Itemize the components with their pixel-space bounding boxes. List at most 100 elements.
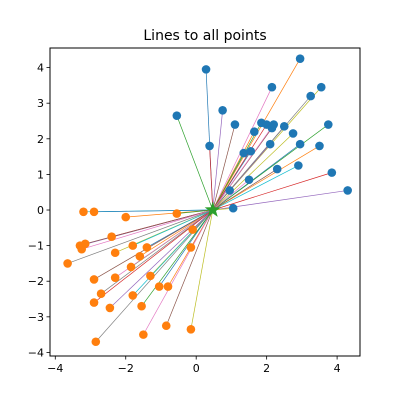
y-tick-label: −3 (28, 311, 44, 324)
data-point-s1-12 (135, 252, 145, 261)
data-point-s1-26 (161, 321, 171, 331)
data-point-s0-7 (306, 91, 315, 101)
data-point-s1-1 (89, 207, 99, 217)
y-tick-label: 2 (37, 133, 44, 146)
connector-line (176, 115, 214, 211)
data-point-s0-20 (295, 139, 305, 149)
connector-line (212, 122, 262, 211)
connector-line (81, 209, 213, 250)
data-point-s0-18 (288, 129, 298, 138)
y-tick-label: 1 (37, 168, 44, 181)
data-point-s1-24 (89, 298, 99, 307)
data-point-s0-5 (230, 120, 240, 129)
data-point-s0-26 (244, 175, 254, 185)
data-point-s0-25 (272, 164, 282, 174)
y-tick-label: −1 (28, 240, 44, 253)
data-point-s1-19 (146, 271, 155, 281)
data-point-s0-3 (205, 141, 214, 151)
connector-line (158, 209, 214, 287)
connector-line (190, 209, 214, 330)
data-point-s0-24 (343, 186, 352, 195)
data-point-s0-28 (228, 203, 238, 213)
data-point-s1-14 (188, 225, 197, 234)
data-point-s1-23 (137, 301, 146, 311)
data-point-s1-0 (79, 207, 88, 217)
data-point-s0-14 (265, 139, 275, 149)
data-point-s0-10 (246, 146, 256, 156)
connector-line (143, 209, 214, 335)
connector-line (67, 209, 213, 264)
data-point-s1-27 (139, 330, 148, 339)
connector-line (212, 124, 267, 211)
data-point-s1-7 (77, 244, 87, 254)
data-point-s1-15 (186, 243, 196, 252)
connector-line (212, 190, 230, 211)
data-point-s1-8 (63, 259, 72, 268)
connector-line (109, 209, 213, 309)
connector-line (212, 110, 223, 211)
data-point-s1-21 (154, 282, 164, 291)
data-point-s1-11 (142, 243, 152, 252)
center-star-marker (204, 201, 221, 217)
connector-line (209, 145, 214, 211)
y-tick-label: 4 (37, 62, 44, 75)
data-point-s0-6 (267, 82, 277, 92)
data-point-s0-19 (294, 161, 303, 170)
data-point-s1-9 (110, 248, 120, 258)
data-point-s1-22 (163, 282, 173, 291)
connector-line (212, 145, 320, 211)
data-point-s1-4 (107, 232, 116, 242)
connector-line (139, 209, 213, 257)
data-point-s0-27 (225, 186, 234, 195)
x-tick-label: 2 (263, 362, 270, 375)
connector-line (212, 124, 329, 211)
data-point-s0-22 (323, 120, 333, 129)
data-point-s0-4 (218, 106, 227, 115)
connector-line (165, 209, 214, 326)
connector-line (85, 209, 213, 245)
data-point-s0-21 (315, 141, 324, 151)
connector-line (141, 209, 214, 307)
y-tick-label: −2 (28, 275, 44, 288)
chart-title: Lines to all points (143, 28, 266, 44)
data-point-s1-17 (110, 273, 120, 282)
connector-line (212, 87, 273, 211)
data-point-s0-16 (269, 120, 278, 129)
data-point-s1-10 (128, 241, 138, 250)
data-point-s1-20 (128, 291, 138, 300)
y-tick-label: 0 (37, 204, 44, 217)
data-point-s1-28 (91, 337, 101, 347)
connector-line (93, 209, 213, 280)
connector-line (212, 133, 294, 211)
connector-line (212, 168, 278, 211)
data-point-s0-8 (316, 82, 326, 92)
data-point-s1-16 (89, 275, 99, 284)
data-point-s0-23 (327, 168, 337, 177)
data-point-s1-2 (121, 212, 131, 222)
data-point-s0-1 (295, 54, 305, 63)
data-point-s1-25 (105, 303, 115, 313)
connector-line (212, 172, 332, 211)
connector-line (212, 165, 299, 211)
x-tick-label: −2 (118, 362, 134, 375)
x-tick-label: −4 (47, 362, 63, 375)
connector-line (132, 209, 214, 296)
connector-line (176, 209, 213, 214)
axis-ticks: −4 −2 0 2 4 −4 −3 −2 −1 0 1 2 3 4 (28, 62, 341, 375)
data-point-s1-3 (172, 209, 182, 218)
connector-line (212, 124, 274, 211)
data-point-s0-0 (201, 65, 211, 74)
x-tick-label: 4 (334, 362, 341, 375)
data-point-s0-17 (279, 122, 289, 131)
data-point-s1-13 (126, 262, 136, 272)
connector-line (132, 209, 213, 246)
data-point-s1-18 (96, 289, 106, 298)
y-tick-label: 3 (37, 97, 44, 110)
connector-line (94, 209, 213, 213)
data-point-s0-2 (172, 111, 182, 120)
data-points (63, 54, 352, 347)
connector-line (212, 179, 250, 211)
x-tick-label: 0 (193, 362, 200, 375)
